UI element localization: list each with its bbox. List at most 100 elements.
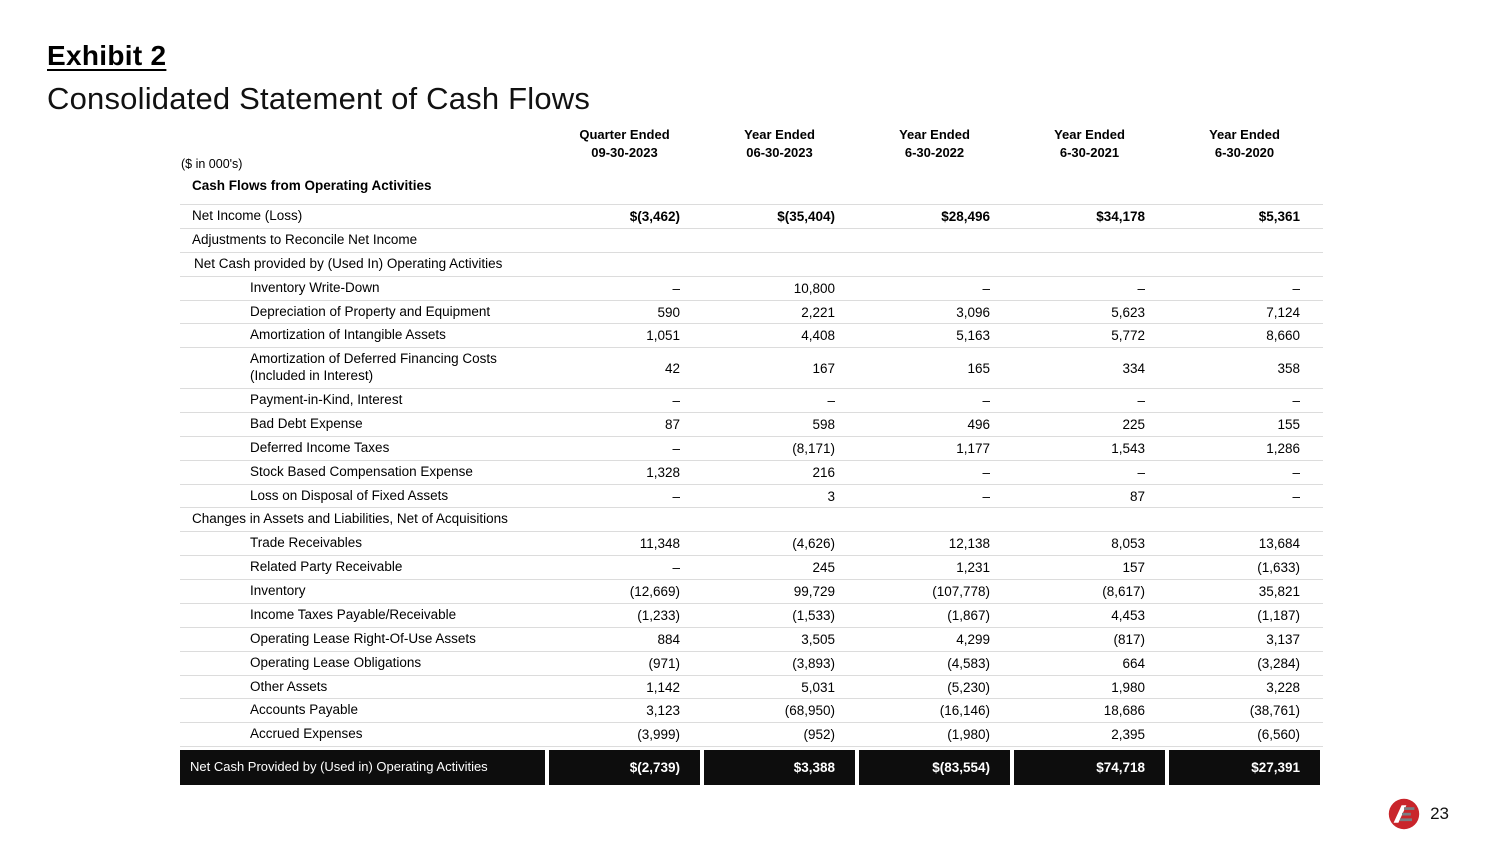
cell-value: –	[1292, 488, 1300, 504]
company-logo-icon	[1388, 798, 1420, 830]
cell-value: 1,543	[1111, 440, 1145, 456]
row-label: Loss on Disposal of Fixed Assets	[250, 487, 449, 503]
total-cell-value: $27,391	[1169, 750, 1320, 786]
table-row: Accounts Payable 3,123 (68,950) (16,146) 18,…	[180, 698, 1323, 722]
table-row: Bad Debt Expense 87 598 496 225 155	[180, 411, 1323, 436]
column-header-row: ($ in 000's) Quarter Ended 09-30-2023 Year…	[180, 126, 1323, 171]
section-header-operating-activities: Cash Flows from Operating Activities	[192, 178, 432, 194]
page-number: 23	[1430, 804, 1449, 823]
column-header: Year Ended 6-30-2020	[1209, 127, 1280, 160]
table-row: Loss on Disposal of Fixed Assets – 3 – 87 –	[180, 483, 1323, 508]
cell-value: –	[672, 488, 680, 504]
cell-value: 2,221	[801, 304, 835, 320]
cell-value: 334	[1122, 360, 1145, 376]
units-label: ($ in 000's)	[181, 157, 243, 172]
cell-value: (8,617)	[1102, 584, 1145, 600]
row-label: Adjustments to Reconcile Net Income	[192, 231, 418, 247]
cell-value: (68,950)	[784, 703, 835, 719]
cell-value: 4,299	[956, 631, 990, 647]
row-label: Amortization of Deferred Financing Costs…	[250, 351, 497, 384]
cell-value: (12,669)	[629, 584, 680, 600]
cell-value: (952)	[803, 727, 835, 743]
page-title: Consolidated Statement of Cash Flows	[47, 81, 591, 116]
table-row: Accrued Expenses (3,999) (952) (1,980) 2,395…	[180, 722, 1323, 746]
row-label: Inventory	[250, 583, 306, 599]
table-row: Amortization of Intangible Assets 1,051 4,…	[180, 323, 1323, 347]
cell-value: (6,560)	[1257, 727, 1300, 743]
cell-value: 3,228	[1266, 679, 1300, 695]
cell-value: 2,395	[1111, 727, 1145, 743]
cell-value: (3,893)	[792, 655, 835, 671]
table-row: Operating Lease Right-Of-Use Assets 884 3,…	[180, 626, 1323, 651]
cell-value: –	[982, 464, 990, 480]
row-label: Bad Debt Expense	[250, 415, 363, 431]
cell-value: (5,230)	[947, 679, 990, 695]
cell-value: 5,623	[1111, 304, 1145, 320]
cell-value: 664	[1122, 655, 1145, 671]
table-row: Adjustments to Reconcile Net Income	[180, 227, 1323, 252]
cell-value: (817)	[1113, 631, 1145, 647]
table-body: Net Income (Loss) $(3,462) $(35,404) $28,49…	[180, 204, 1323, 748]
cell-value: 3,123	[646, 703, 680, 719]
cell-value: $(3,462)	[629, 209, 680, 225]
cell-value: 496	[967, 416, 990, 432]
cell-value: (38,761)	[1249, 703, 1300, 719]
row-label: Related Party Receivable	[250, 559, 403, 575]
table-row: Changes in Assets and Liabilities, Net o…	[180, 507, 1323, 531]
row-label: Changes in Assets and Liabilities, Net o…	[192, 511, 508, 527]
table-row: Other Assets 1,142 5,031 (5,230) 1,980 3,228	[180, 674, 1323, 699]
cell-value: 3,137	[1266, 631, 1300, 647]
cell-value: (107,778)	[932, 584, 990, 600]
cell-value: (16,146)	[939, 703, 990, 719]
table-row: Payment-in-Kind, Interest – – – – –	[180, 388, 1323, 412]
cell-value: 225	[1122, 416, 1145, 432]
cell-value: –	[1137, 280, 1145, 296]
row-label: Accrued Expenses	[250, 726, 363, 742]
cell-value: 5,031	[801, 679, 835, 695]
table-row: Trade Receivables 11,348 (4,626) 12,138 8,05…	[180, 531, 1323, 555]
cell-value: (1,233)	[637, 607, 680, 623]
cash-flow-statement-table: ($ in 000's) Quarter Ended 09-30-2023 Year…	[180, 126, 1323, 786]
cell-value: $28,496	[941, 209, 990, 225]
cell-value: –	[672, 560, 680, 576]
table-row: Amortization of Deferred Financing Costs…	[180, 347, 1323, 388]
row-label: Deferred Income Taxes	[250, 439, 390, 455]
row-label: Stock Based Compensation Expense	[250, 463, 473, 479]
cell-value: –	[1137, 464, 1145, 480]
table-row: Income Taxes Payable/Receivable (1,233) (1…	[180, 602, 1323, 627]
cell-value: 1,328	[646, 464, 680, 480]
table-row: Stock Based Compensation Expense 1,328 216…	[180, 459, 1323, 484]
cell-value: –	[672, 280, 680, 296]
cell-value: 87	[1129, 488, 1145, 504]
table-row: Deferred Income Taxes – (8,171) 1,177 1,543 1…	[180, 435, 1323, 460]
cell-value: 5,163	[956, 328, 990, 344]
title-block: Exhibit 2 Consolidated Statement of Cash…	[47, 40, 590, 117]
row-label: Net Income (Loss)	[192, 208, 303, 224]
cell-value: –	[982, 393, 990, 409]
cell-value: $5,361	[1258, 209, 1300, 225]
cell-value: (1,980)	[947, 727, 990, 743]
cell-value: –	[827, 393, 835, 409]
cell-value: 42	[664, 360, 680, 376]
cell-value: (8,171)	[792, 440, 835, 456]
row-label: Other Assets	[250, 678, 328, 694]
table-row: Depreciation of Property and Equipment 59…	[180, 299, 1323, 324]
total-row: Net Cash Provided by (Used in) Operating…	[180, 750, 1323, 786]
row-label: Depreciation of Property and Equipment	[250, 303, 491, 319]
cell-value: –	[1137, 393, 1145, 409]
cell-value: 8,660	[1266, 328, 1300, 344]
column-header: Quarter Ended 09-30-2023	[579, 127, 670, 160]
cell-value: 1,231	[956, 560, 990, 576]
cell-value: 35,821	[1258, 584, 1300, 600]
cell-value: 99,729	[793, 584, 835, 600]
cell-value: 165	[967, 360, 990, 376]
exhibit-label: Exhibit 2	[47, 40, 167, 71]
total-row-label: Net Cash Provided by (Used in) Operating…	[180, 750, 545, 786]
column-header: Year Ended 06-30-2023	[744, 127, 815, 160]
cell-value: (1,633)	[1257, 560, 1300, 576]
cell-value: 8,053	[1111, 536, 1145, 552]
table-row: Operating Lease Obligations (971) (3,893) (…	[180, 650, 1323, 675]
cell-value: 590	[657, 304, 680, 320]
row-label: Accounts Payable	[250, 702, 359, 718]
